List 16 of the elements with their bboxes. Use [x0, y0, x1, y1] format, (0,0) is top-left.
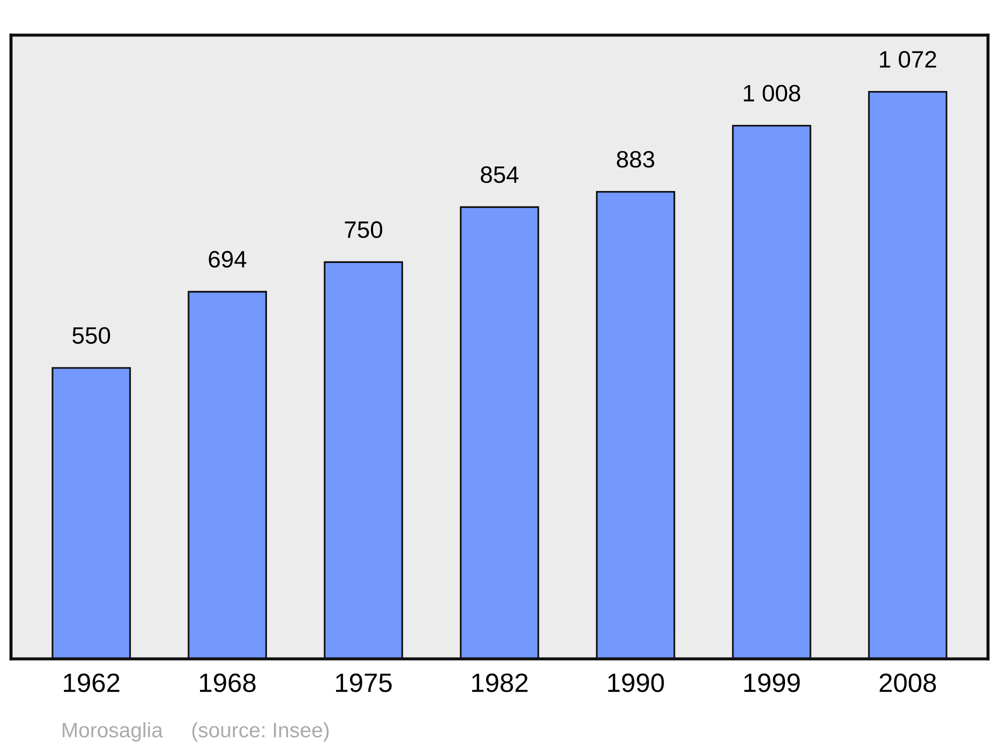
x-tick-label: 1990: [608, 673, 664, 692]
data-label: 854: [480, 166, 519, 184]
x-tick-label: 2008: [880, 673, 936, 692]
text: (source: Insee): [192, 722, 329, 742]
x-tick-label: 1999: [744, 673, 800, 692]
data-label: 550: [72, 327, 110, 344]
data-label: 883: [616, 150, 654, 168]
data-label: 694: [208, 250, 246, 268]
data-label: 1 008: [744, 84, 800, 102]
data-label: 750: [344, 221, 382, 238]
x-tick-label: 1968: [200, 673, 256, 692]
x-tick-label: 1975: [336, 673, 392, 692]
x-tick-label: 1962: [64, 673, 120, 692]
x-tick-label: 1982: [472, 673, 528, 692]
data-label: 1 072: [880, 50, 936, 68]
text: Morosaglia: [62, 722, 163, 742]
